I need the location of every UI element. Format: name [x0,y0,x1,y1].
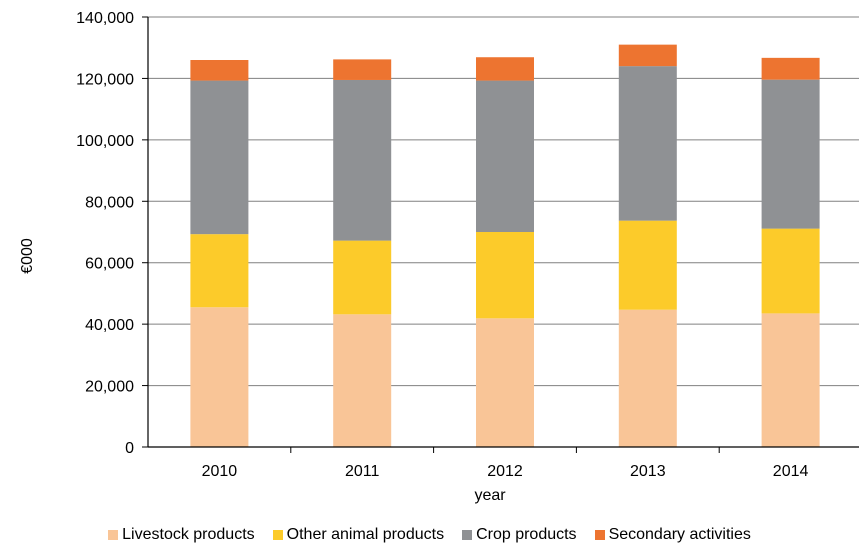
y-tick-labels: 0 20,000 40,000 60,000 80,000 100,000 120,000 1… [76,10,134,457]
bar-segment [761,228,820,314]
bar-segment [761,57,820,80]
bar-segment [190,307,249,447]
legend-swatch [594,530,605,540]
legend-swatch [272,530,283,540]
axes [142,16,859,453]
legend-item: Livestock products [108,526,255,544]
x-axis-title: year [474,487,506,504]
bars [190,44,820,447]
bar-segment [333,79,392,241]
bar-segment [618,309,677,447]
legend-label: Secondary activities [608,526,751,543]
bar-segment [476,232,534,319]
y-axis-title: €000 [19,238,36,274]
bar-segment [333,240,392,315]
bar-segment [618,220,677,310]
bar-segment [190,60,249,81]
legend-label: Livestock products [122,526,255,543]
legend-label: Other animal products [286,526,445,543]
bar-segment [618,66,677,221]
x-tick-label: 2013 [630,463,666,480]
bar-segment [761,313,820,447]
legend-swatch [108,530,119,540]
bar-segment [761,79,820,229]
x-tick-label: 2010 [202,463,238,480]
bar-segment [618,44,677,67]
x-tick-label: 2014 [773,463,809,480]
y-tick-label: 60,000 [85,256,134,273]
legend-swatch [462,530,473,540]
x-tick-labels: 2010 2011 2012 2013 2014 [202,463,809,480]
y-tick-label: 40,000 [85,317,134,334]
x-tick-label: 2011 [345,463,380,480]
bar-segment [190,234,249,308]
bar-segment [476,57,534,81]
y-tick-label: 20,000 [85,379,134,396]
stacked-bar-chart: 0 20,000 40,000 60,000 80,000 100,000 120,000 1… [19,10,859,504]
bar-segment [476,80,534,232]
legend-item: Crop products [462,526,577,544]
y-tick-label: 140,000 [76,10,134,27]
legend-item: Secondary activities [594,526,751,544]
bar-segment [333,314,392,447]
bar-segment [190,80,249,235]
y-tick-label: 100,000 [76,133,134,150]
bar-segment [333,59,392,80]
y-tick-label: 0 [125,440,134,457]
legend-item: Other animal products [272,526,445,544]
x-tick-label: 2012 [487,463,523,480]
y-tick-label: 120,000 [76,71,134,88]
bar-segment [476,318,534,447]
y-tick-label: 80,000 [85,194,134,211]
legend-label: Crop products [476,526,577,543]
legend: Livestock products Other animal products C… [0,524,859,546]
